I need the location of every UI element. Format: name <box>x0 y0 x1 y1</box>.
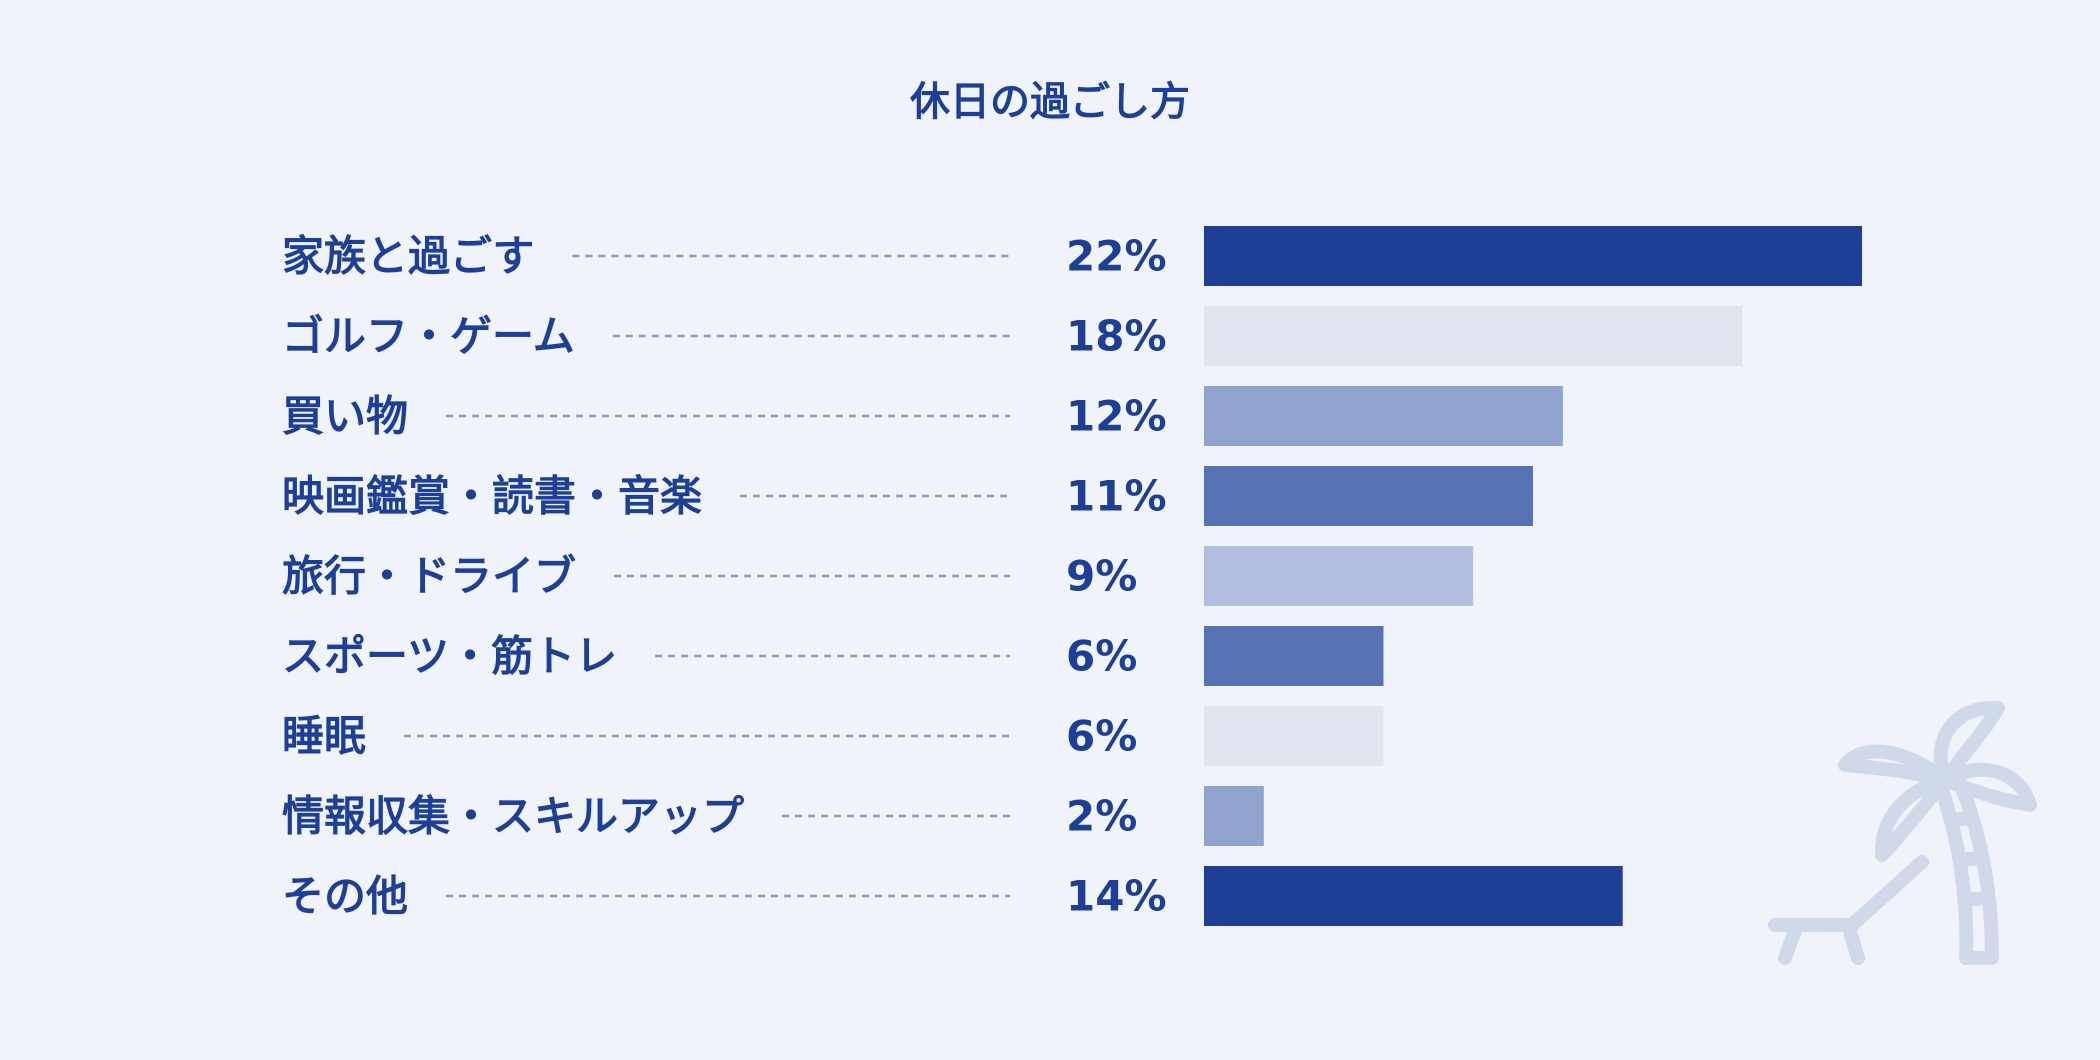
bar <box>1204 706 1384 766</box>
value-label: 6% <box>1066 632 1137 681</box>
bar <box>1204 466 1533 526</box>
category-label: 睡眠 <box>282 712 366 761</box>
value-label: 9% <box>1066 552 1137 601</box>
bar <box>1204 386 1563 446</box>
chart-title: 休日の過ごし方 <box>909 79 1190 125</box>
palm-tree-beach-chair-icon <box>1768 700 2037 965</box>
value-label: 11% <box>1066 472 1167 521</box>
category-label: スポーツ・筋トレ <box>282 632 617 681</box>
value-label: 14% <box>1066 872 1167 921</box>
category-label: ゴルフ・ゲーム <box>282 312 575 361</box>
value-label: 2% <box>1066 792 1137 841</box>
bar <box>1204 306 1743 366</box>
category-label: 旅行・ドライブ <box>282 552 576 601</box>
category-label: その他 <box>282 872 408 921</box>
value-label: 12% <box>1066 392 1167 441</box>
bar <box>1204 546 1474 606</box>
category-label: 家族と過ごす <box>282 232 534 281</box>
value-label: 22% <box>1066 232 1167 281</box>
bar <box>1204 626 1384 686</box>
value-label: 18% <box>1066 312 1167 361</box>
category-label: 情報収集・スキルアップ <box>282 792 744 841</box>
bar <box>1204 226 1862 286</box>
value-label: 6% <box>1066 712 1137 761</box>
category-label: 買い物 <box>282 392 408 441</box>
chart-rows: 家族と過ごす 22% ゴルフ・ゲーム 18% 買い物 12% 映画鑑賞・読書・音楽 11% 旅行… <box>282 226 1862 926</box>
category-label: 映画鑑賞・読書・音楽 <box>282 472 702 521</box>
bar <box>1204 786 1264 846</box>
bar <box>1204 866 1623 926</box>
